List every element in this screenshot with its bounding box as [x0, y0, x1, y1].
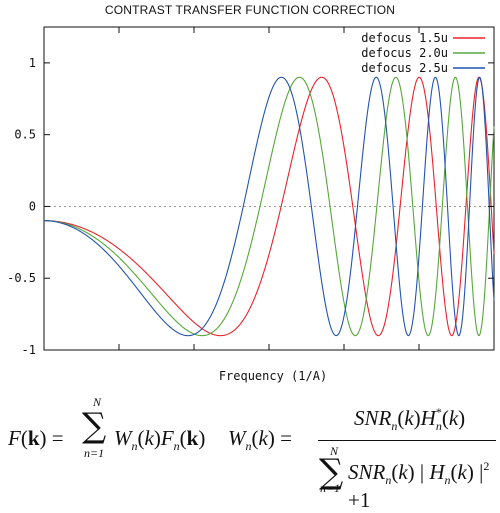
plot-frame [43, 26, 495, 351]
y-tick-label: 1 [29, 56, 36, 70]
chart-title: CONTRAST TRANSFER FUNCTION CORRECTION [105, 3, 395, 17]
y-axis-ticks: 1 0.5 0 -0.5 -1 [7, 27, 494, 357]
page: CONTRAST TRANSFER FUNCTION CORRECTION 1 0… [0, 3, 500, 512]
plot-area [43, 26, 495, 351]
equation-wiener-weight: Wn(k) = SNRn(k)Hn*(k) N ∑ n=1 SNRn(k) | … [228, 395, 500, 512]
x-axis-label: Frequency (1/A) [219, 369, 327, 383]
series-line-2 [44, 76, 495, 337]
y-tick-label: 0 [29, 199, 36, 213]
series-line-3 [44, 76, 495, 337]
y-tick-label: -1 [22, 343, 36, 357]
equation-wiener-sum: F(k) = N ∑ n=1 Wn(k)Fn(k) [8, 395, 206, 460]
series-line-1 [44, 76, 495, 337]
equations-panel: F(k) = N ∑ n=1 Wn(k)Fn(k) Wn(k) = SNRn(k… [0, 395, 500, 512]
legend-label: defocus 2.0u [361, 46, 448, 60]
y-tick-label: 0.5 [14, 128, 36, 142]
legend-label: defocus 2.5u [361, 61, 448, 75]
legend-label: defocus 1.5u [361, 31, 448, 45]
y-tick-label: -0.5 [7, 271, 36, 285]
ctf-chart: CONTRAST TRANSFER FUNCTION CORRECTION 1 0… [7, 3, 495, 383]
